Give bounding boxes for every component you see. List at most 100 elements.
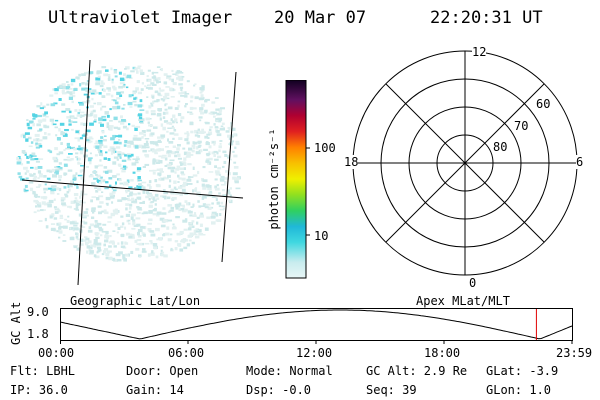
aurora-speckle (25, 177, 29, 180)
aurora-speckle (55, 166, 61, 168)
aurora-speckle (153, 71, 159, 74)
aurora-speckle (89, 246, 93, 250)
aurora-speckle (89, 223, 95, 227)
aurora-speckle (38, 220, 43, 222)
aurora-speckle (79, 195, 82, 199)
aurora-speckle (168, 77, 172, 81)
aurora-speckle (128, 123, 131, 126)
aurora-speckle (194, 96, 199, 100)
aurora-speckle (113, 69, 118, 71)
aurora-speckle (218, 111, 222, 114)
aurora-speckle (83, 122, 88, 126)
aurora-speckle (94, 187, 98, 189)
aurora-speckle (113, 258, 118, 262)
aurora-speckle (150, 113, 156, 116)
ip-info: IP: 36.0 (10, 383, 68, 397)
aurora-speckle (49, 150, 53, 154)
aurora-speckle (146, 183, 151, 187)
aurora-speckle (46, 103, 50, 106)
aurora-speckle (129, 191, 134, 194)
aurora-speckle (66, 90, 70, 94)
aurora-speckle (37, 166, 43, 169)
aurora-speckle (104, 234, 108, 237)
aurora-speckle (98, 141, 103, 144)
aurora-speckle (100, 152, 103, 157)
aurora-speckle (160, 134, 166, 138)
aurora-speckle (215, 219, 220, 222)
aurora-speckle (137, 234, 142, 238)
aurora-speckle (51, 188, 57, 192)
aurora-speckle (157, 140, 162, 143)
aurora-speckle (35, 194, 38, 198)
aurora-speckle (58, 175, 62, 179)
aurora-speckle (129, 233, 134, 237)
aurora-speckle (90, 244, 96, 247)
aurora-speckle (47, 149, 51, 151)
aurora-speckle (54, 211, 59, 214)
aurora-speckle (232, 177, 236, 180)
aurora-speckle (166, 121, 172, 125)
aurora-speckle (150, 102, 153, 105)
aurora-speckle (44, 196, 48, 199)
aurora-speckle (59, 167, 63, 169)
aurora-speckle (219, 140, 223, 142)
aurora-speckle (87, 101, 90, 104)
aurora-speckle (221, 189, 225, 192)
aurora-speckle (201, 130, 205, 134)
aurora-speckle (84, 236, 88, 239)
aurora-speckle (205, 121, 210, 125)
aurora-speckle (131, 227, 136, 230)
aurora-speckle (58, 128, 61, 132)
aurora-speckle (142, 166, 146, 168)
aurora-speckle (230, 122, 233, 125)
aurora-speckle (152, 83, 157, 86)
aurora-speckle (50, 103, 56, 107)
aurora-speckle (235, 187, 241, 190)
aurora-speckle (191, 220, 195, 223)
aurora-speckle (24, 184, 28, 188)
aurora-speckle (121, 107, 125, 110)
aurora-speckle (69, 227, 72, 230)
aurora-speckle (139, 131, 144, 135)
aurora-speckle (108, 256, 113, 261)
aurora-speckle (108, 245, 112, 248)
aurora-speckle (186, 151, 191, 154)
aurora-speckle (92, 170, 98, 174)
aurora-speckle (231, 140, 235, 143)
aurora-speckle (162, 126, 166, 131)
altitude-xtick-2359: 23:59 (556, 346, 593, 360)
aurora-speckle (70, 120, 73, 123)
aurora-speckle (129, 77, 133, 79)
aurora-speckle (125, 207, 128, 211)
aurora-speckle (47, 201, 52, 205)
aurora-speckle (34, 166, 38, 170)
mlt-label-18: 18 (344, 155, 359, 169)
aurora-speckle (159, 118, 162, 121)
aurora-speckle (180, 208, 185, 211)
aurora-speckle (68, 91, 73, 94)
aurora-speckle (205, 184, 210, 188)
aurora-speckle (101, 118, 107, 122)
aurora-speckle (155, 160, 160, 164)
aurora-speckle (151, 250, 154, 254)
aurora-speckle (111, 80, 114, 84)
aurora-speckle (163, 219, 169, 223)
aurora-speckle (160, 68, 163, 72)
aurora-speckle (55, 134, 58, 137)
aurora-speckle (206, 158, 210, 161)
aurora-speckle (58, 222, 62, 225)
aurora-speckle (206, 195, 212, 197)
aurora-speckle (17, 172, 21, 175)
aurora-speckle (209, 126, 213, 129)
aurora-speckle (159, 237, 163, 241)
aurora-speckle (105, 256, 109, 260)
aurora-speckle (24, 132, 30, 135)
aurora-speckle (77, 228, 81, 230)
aurora-speckle (37, 142, 42, 147)
aurora-speckle (165, 111, 169, 115)
aurora-speckle (142, 200, 145, 204)
aurora-speckle (24, 172, 27, 175)
aurora-speckle (46, 177, 51, 180)
aurora-speckle (108, 76, 111, 79)
aurora-speckle (102, 223, 107, 226)
